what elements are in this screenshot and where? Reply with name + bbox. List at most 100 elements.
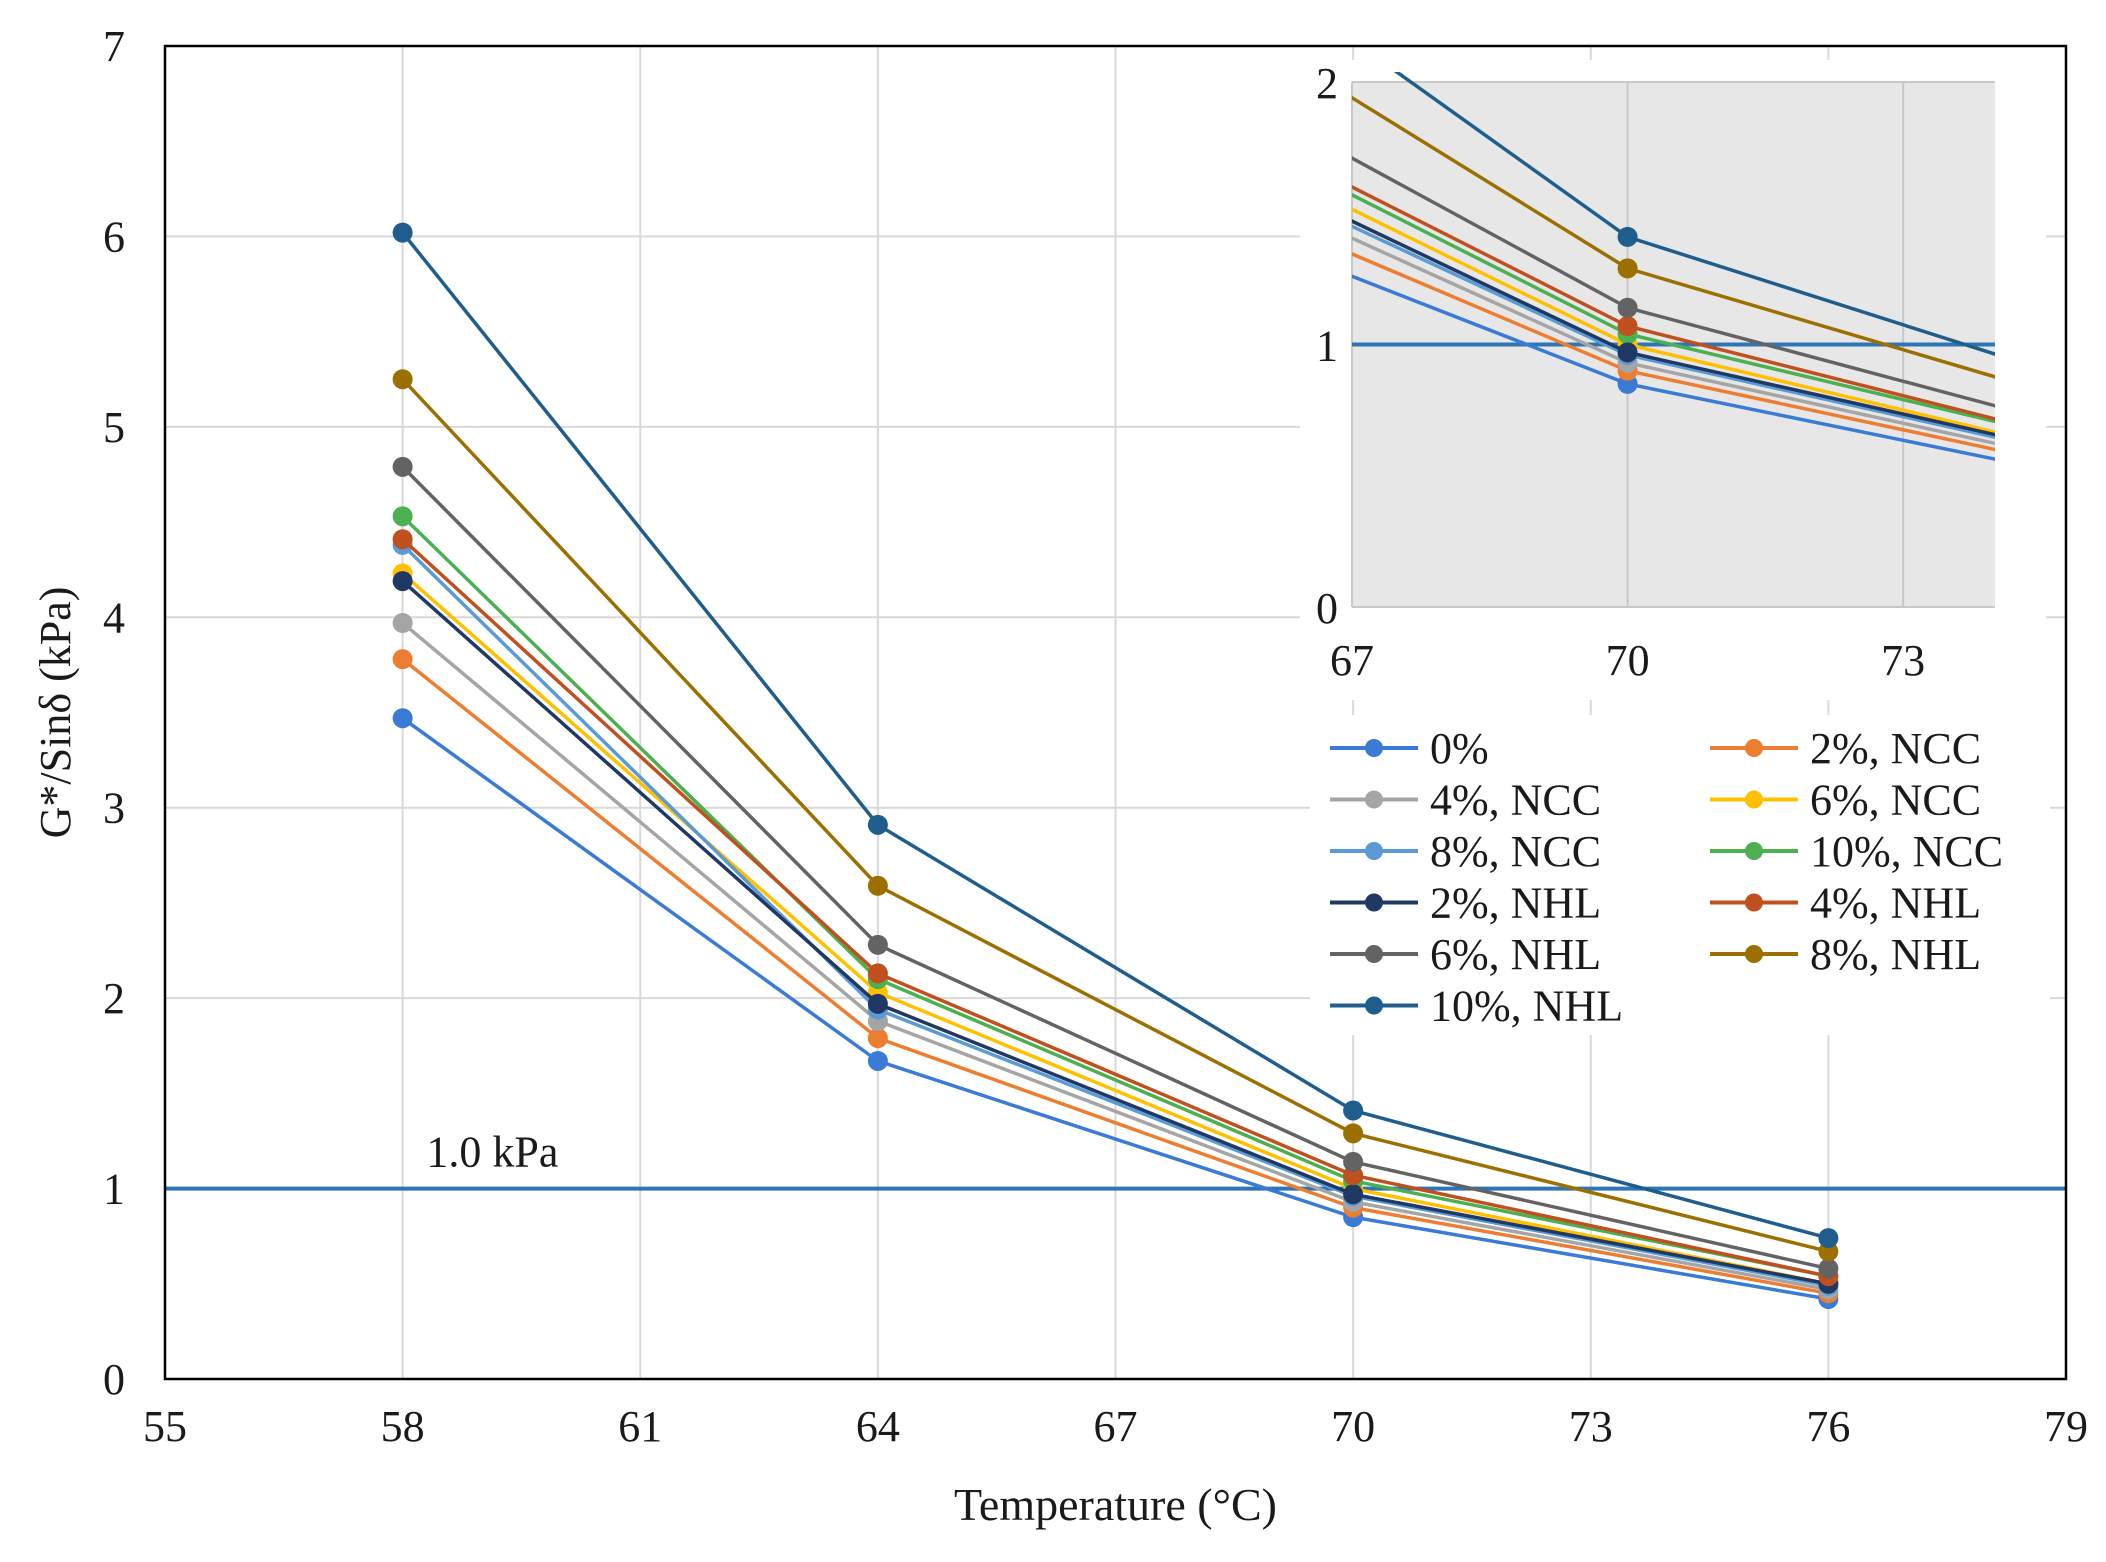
x-tick-label: 79 <box>2044 1402 2088 1451</box>
y-tick-label: 1 <box>103 1165 125 1214</box>
data-point <box>392 529 413 550</box>
data-point <box>867 934 888 955</box>
y-tick-label: 7 <box>103 22 125 71</box>
legend-swatch-marker <box>1365 842 1383 860</box>
reference-line-label: 1.0 kPa <box>426 1128 558 1177</box>
x-axis-title: Temperature (°C) <box>954 1479 1277 1530</box>
series-line <box>401 231 1829 1240</box>
series-2-nhl <box>392 571 1839 1294</box>
series-line <box>401 621 1829 1292</box>
inset-y-tick-label: 1 <box>1316 322 1338 371</box>
data-point <box>867 993 888 1014</box>
inset-y-tick-label: 0 <box>1316 584 1338 633</box>
data-point <box>1343 1100 1364 1121</box>
data-point <box>867 1028 888 1049</box>
inset-series-line <box>1352 224 1995 440</box>
legend-swatch-marker <box>1745 739 1763 757</box>
y-tick-label: 6 <box>103 212 125 261</box>
inset-x-tick-label: 70 <box>1606 636 1650 685</box>
legend-item: 2%, NCC <box>1710 724 1981 773</box>
x-tick-label: 70 <box>1331 1402 1375 1451</box>
x-tick-label: 61 <box>618 1402 662 1451</box>
y-tick-label: 0 <box>103 1355 125 1404</box>
legend-label: 6%, NHL <box>1430 930 1601 979</box>
data-point <box>392 369 413 390</box>
legend-item: 2%, NHL <box>1330 879 1601 928</box>
inset-series-line <box>1393 72 1995 356</box>
legend-item: 8%, NHL <box>1710 930 1981 979</box>
legend-label: 8%, NHL <box>1810 930 1981 979</box>
series-line <box>401 657 1829 1296</box>
inset-series-line <box>1352 156 1995 408</box>
inset-x-tick-label: 67 <box>1330 636 1374 685</box>
legend-label: 2%, NCC <box>1810 724 1981 773</box>
inset-chart: 67 70 73 0 1 2 <box>1300 59 2046 700</box>
legend-swatch-marker <box>1745 842 1763 860</box>
y-tick-label: 2 <box>103 974 125 1023</box>
y-tick-label: 5 <box>103 403 125 452</box>
inset-data-point <box>1617 316 1638 337</box>
data-point <box>867 963 888 984</box>
legend-swatch-marker <box>1365 945 1383 963</box>
series-line <box>401 716 1829 1301</box>
inset-y-tick-label: 2 <box>1316 59 1338 108</box>
x-tick-label: 58 <box>381 1402 425 1451</box>
legend-label: 6%, NCC <box>1810 776 1981 825</box>
y-axis-title: G*/Sinδ (kPa) <box>31 587 80 839</box>
x-tick-label: 76 <box>1806 1402 1850 1451</box>
inset-series-line <box>1352 219 1995 437</box>
reference-line-group: 1.0 kPa <box>165 1128 2066 1191</box>
series-line <box>401 543 1829 1288</box>
legend-item: 4%, NCC <box>1330 776 1601 825</box>
data-point <box>392 612 413 633</box>
legend-background <box>1310 715 2050 1035</box>
data-point <box>392 708 413 729</box>
data-point <box>1343 1151 1364 1172</box>
legend-swatch-marker <box>1365 996 1383 1015</box>
inset-series-line <box>1352 95 1995 379</box>
legend-label: 10%, NHL <box>1430 982 1623 1031</box>
data-point <box>392 571 413 592</box>
legend-swatch-marker <box>1745 945 1763 963</box>
data-point <box>392 222 413 243</box>
legend-label: 10%, NCC <box>1810 827 2003 876</box>
legend: 0% 2%, NCC 4%, NCC 6%, NCC 8%, NCC 10%, NCC 2%… <box>1310 715 2050 1035</box>
inset-series-line <box>1352 185 1995 421</box>
inset-data-point <box>1617 226 1638 247</box>
y-tick-label: 4 <box>103 593 125 642</box>
series-line <box>401 378 1829 1254</box>
legend-label: 4%, NHL <box>1810 879 1981 928</box>
x-tick-label: 73 <box>1569 1402 1613 1451</box>
data-point <box>867 875 888 896</box>
series-line <box>401 579 1829 1286</box>
legend-item: 8%, NCC <box>1330 827 1601 876</box>
y-tick-label: 3 <box>103 784 125 833</box>
data-point <box>1343 1184 1364 1205</box>
data-point <box>392 649 413 670</box>
series-6-nhl <box>392 456 1839 1279</box>
series-line <box>401 465 1829 1271</box>
data-point <box>1343 1123 1364 1144</box>
legend-label: 0% <box>1430 724 1489 773</box>
inset-data-point <box>1617 342 1638 363</box>
series-8-nhl <box>392 369 1839 1262</box>
x-tick-label: 67 <box>1094 1402 1138 1451</box>
legend-swatch-marker <box>1745 893 1763 912</box>
legend-label: 2%, NHL <box>1430 879 1601 928</box>
legend-item: 4%, NHL <box>1710 879 1981 928</box>
series-line <box>401 537 1829 1278</box>
data-point <box>392 506 413 527</box>
legend-item: 10%, NCC <box>1710 827 2003 876</box>
inset-series-line <box>1352 274 1995 461</box>
inset-series-line <box>1352 192 1995 424</box>
data-point <box>867 1050 888 1071</box>
inset-data-point <box>1617 258 1638 279</box>
legend-swatch-marker <box>1365 893 1383 912</box>
inset-data-point <box>1617 297 1638 318</box>
legend-label: 4%, NCC <box>1430 776 1601 825</box>
data-point <box>1818 1228 1839 1249</box>
data-point <box>392 456 413 477</box>
series-10-nhl <box>392 222 1839 1249</box>
plot-frame <box>163 44 2068 1381</box>
